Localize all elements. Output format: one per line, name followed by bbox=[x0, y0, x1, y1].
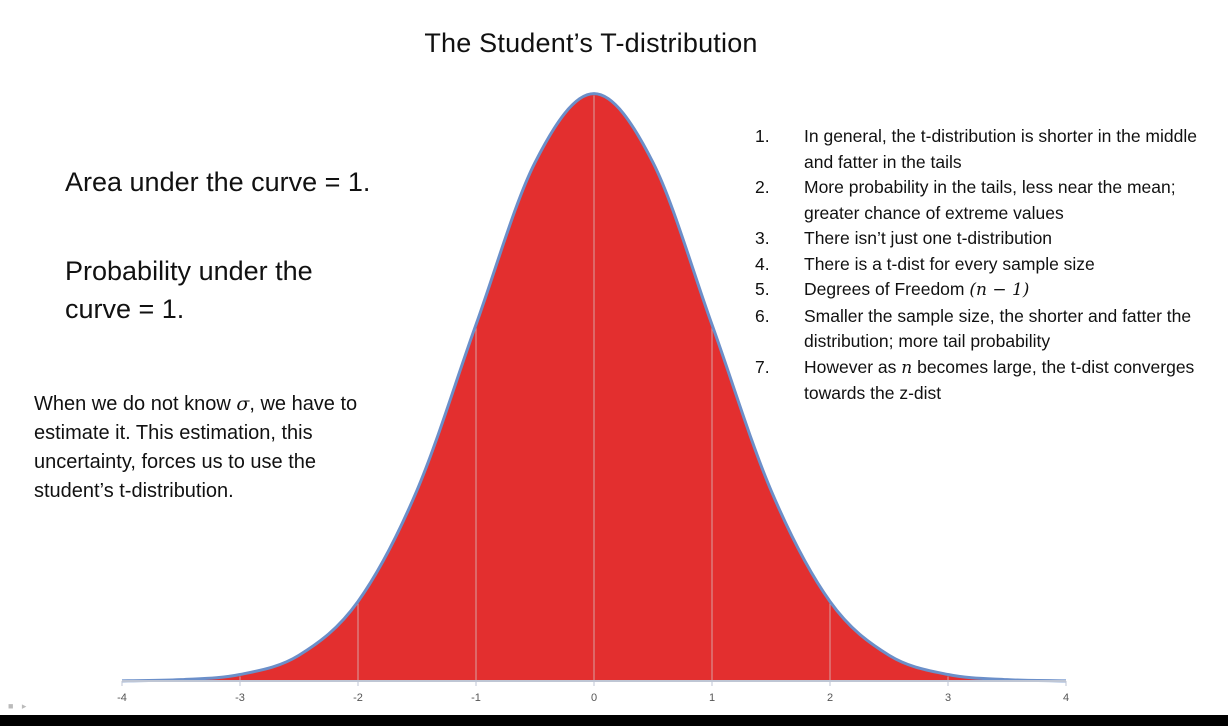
sigma-note-intro: When we do not know bbox=[34, 393, 237, 415]
list-number: 1. bbox=[755, 126, 770, 146]
x-tick-label: -4 bbox=[117, 692, 127, 704]
list-text: There is a t-dist for every sample size bbox=[804, 253, 1095, 274]
list-number: 4. bbox=[755, 253, 770, 274]
list-number: 6. bbox=[755, 305, 770, 326]
list-item: 4. There is a t-dist for every sample siz… bbox=[755, 252, 1215, 278]
list-item: 5. Degrees of Freedom (n − 1) bbox=[755, 277, 1215, 304]
list-item: 2. More probability in the tails, less ne… bbox=[755, 175, 1215, 226]
area-note: Area under the curve = 1. bbox=[65, 167, 371, 197]
x-tick-label: -1 bbox=[471, 692, 481, 704]
x-tick-label: 3 bbox=[945, 692, 951, 704]
curve-line bbox=[121, 92, 1067, 683]
player-controls-icon: ■ ▸ bbox=[8, 701, 30, 711]
list-text: Smaller the sample size, the shorter and… bbox=[804, 305, 1192, 352]
list-number: 3. bbox=[755, 228, 770, 248]
x-tick-label: 0 bbox=[591, 692, 597, 704]
list-text: However as bbox=[804, 356, 902, 377]
probability-note: Probability under the curve = 1. bbox=[65, 256, 313, 324]
x-tick-label: 2 bbox=[827, 692, 833, 704]
x-tick-label: -3 bbox=[235, 692, 245, 704]
sigma-note: When we do not know σ, we have to estima… bbox=[34, 390, 374, 506]
list-math: (n − 1) bbox=[969, 280, 1030, 300]
list-text-after: becomes large, the t-dist converges towa… bbox=[804, 356, 1195, 404]
sigma-symbol: σ bbox=[236, 393, 250, 415]
list-text: Degrees of Freedom bbox=[804, 279, 970, 299]
sigma-note-rest: , we have to estimate it. This estimatio… bbox=[34, 393, 358, 502]
list-item: 7. However as n becomes large, the t-dist… bbox=[755, 355, 1215, 407]
list-item: 3. There isn’t just one t-distribution bbox=[755, 226, 1215, 252]
x-tick-label: 4 bbox=[1063, 692, 1069, 704]
list-text: There isn’t just one t-distribution bbox=[804, 228, 1053, 248]
list-text: In general, the t-distribution is shorte… bbox=[804, 126, 1197, 172]
list-number: 5. bbox=[755, 279, 770, 299]
list-number: 7. bbox=[755, 356, 770, 377]
list-item: 6. Smaller the sample size, the shorter a… bbox=[755, 304, 1215, 355]
list-text: More probability in the tails, less near… bbox=[804, 177, 1176, 223]
bottom-bar bbox=[0, 715, 1228, 726]
list-number: 2. bbox=[755, 177, 770, 197]
list-math: n bbox=[901, 357, 913, 378]
list-item: 1. In general, the t-distribution is shor… bbox=[755, 124, 1215, 175]
x-tick-label: -2 bbox=[353, 692, 363, 704]
properties-list: 1. In general, the t-distribution is shor… bbox=[755, 124, 1215, 407]
chart-title: The Student’s T-distribution bbox=[424, 28, 758, 58]
x-tick-label: 1 bbox=[709, 692, 715, 704]
